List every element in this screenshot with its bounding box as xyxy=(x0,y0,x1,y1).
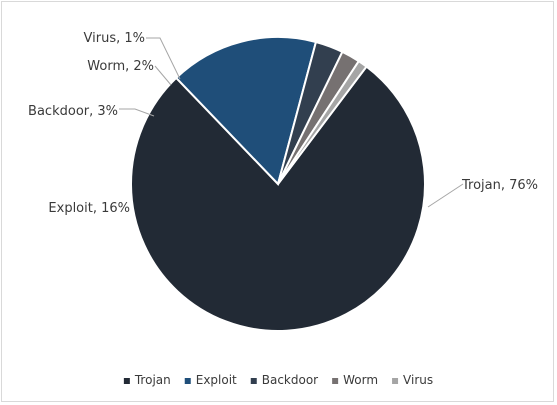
legend-label-exploit: Exploit xyxy=(196,373,237,387)
pie-slice-trojan xyxy=(130,65,426,332)
leader-line-trojan xyxy=(427,183,464,208)
legend-swatch-worm xyxy=(332,378,339,384)
legend-label-trojan: Trojan xyxy=(134,373,171,387)
legend-item-trojan: Trojan xyxy=(123,373,171,387)
data-label-exploit: Exploit, 16% xyxy=(48,201,130,216)
leader-line-backdoor xyxy=(119,108,155,117)
leader-line-worm xyxy=(154,65,172,86)
data-label-virus: Virus, 1% xyxy=(84,31,145,46)
leader-line-virus xyxy=(146,37,181,80)
legend: Trojan Exploit Backdoor Worm Virus xyxy=(123,373,433,387)
legend-item-virus: Virus xyxy=(392,373,433,387)
legend-item-exploit: Exploit xyxy=(184,373,237,387)
legend-swatch-exploit xyxy=(184,378,191,384)
legend-swatch-backdoor xyxy=(250,378,257,384)
legend-label-virus: Virus xyxy=(403,373,433,387)
data-label-trojan: Trojan, 76% xyxy=(461,178,538,193)
pie-slice-exploit xyxy=(174,36,318,186)
data-label-worm: Worm, 2% xyxy=(87,59,154,74)
legend-label-worm: Worm xyxy=(343,373,378,387)
legend-swatch-trojan xyxy=(123,378,130,384)
data-labels: Trojan, 76% Exploit, 16% Backdoor, 3% Worm,… xyxy=(28,31,538,216)
pie-slice-virus xyxy=(277,59,368,185)
legend-swatch-virus xyxy=(392,378,399,384)
legend-item-worm: Worm xyxy=(332,373,378,387)
data-label-backdoor: Backdoor, 3% xyxy=(28,104,118,119)
leader-lines xyxy=(119,37,464,208)
pie-slices xyxy=(130,36,426,332)
legend-label-backdoor: Backdoor xyxy=(262,373,318,387)
legend-item-backdoor: Backdoor xyxy=(250,373,318,387)
